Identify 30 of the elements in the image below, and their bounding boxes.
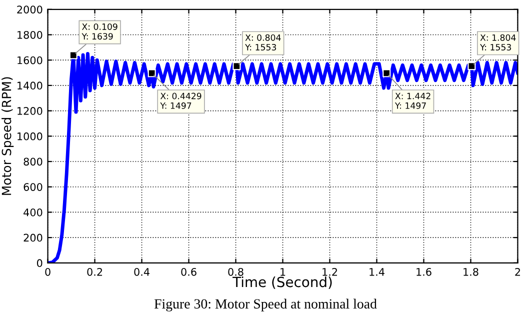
- x-tick-label: 0: [45, 268, 50, 276]
- annotation: X: 0.804 Y: 1553: [245, 34, 281, 50]
- y-tick-label: 1400: [18, 82, 42, 90]
- x-tick-label: 1.4: [370, 268, 384, 276]
- y-tick-label: 1600: [18, 56, 42, 64]
- y-tick-label: 200: [24, 234, 42, 242]
- x-tick-label: 0.8: [228, 268, 244, 276]
- x-tick-label: 0.6: [181, 268, 196, 276]
- x-tick-label: 0.4: [134, 268, 150, 276]
- annotation: X: 1.804 Y: 1553: [480, 34, 516, 50]
- x-tick-label: 1.6: [416, 268, 432, 276]
- y-tick-label: 800: [24, 158, 42, 166]
- y-tick-label: 1200: [18, 107, 42, 115]
- y-tick-label: 1000: [18, 132, 42, 140]
- x-tick-label: 2: [515, 268, 520, 276]
- x-axis-title: Time (Second): [232, 276, 332, 289]
- y-tick-label: 400: [24, 208, 42, 216]
- y-tick-label: 600: [24, 183, 42, 191]
- annotation: X: 1.442 Y: 1497: [394, 92, 430, 109]
- y-axis-title: Motor Speed (RPM): [2, 77, 14, 195]
- x-tick-label: 1.8: [464, 268, 478, 276]
- x-tick-label: 1.2: [322, 268, 337, 276]
- annotation: X: 0.4429 Y: 1497: [160, 92, 202, 109]
- annotation: X: 0.109 Y: 1639: [82, 23, 118, 40]
- y-tick-label: 0: [36, 259, 42, 268]
- caption: Figure 30: Motor Speed at nominal load: [154, 298, 377, 312]
- y-tick-label: 1800: [18, 30, 42, 39]
- x-tick-label: 1: [280, 268, 286, 276]
- y-tick-label: 2000: [17, 6, 42, 14]
- x-tick-label: 0.2: [87, 268, 102, 276]
